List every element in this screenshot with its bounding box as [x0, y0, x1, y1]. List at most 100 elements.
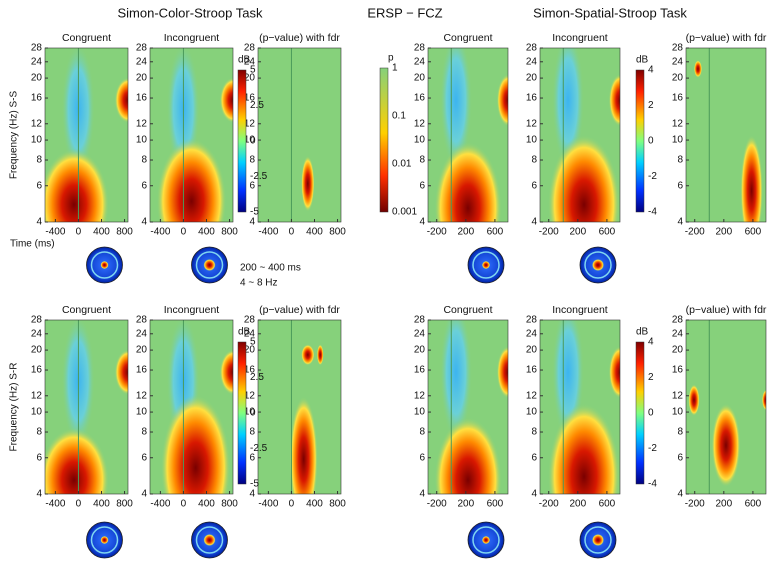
center-title: ERSP − FCZ [367, 5, 442, 20]
topomap-center [100, 536, 109, 544]
y-tick-label: 4 [531, 489, 537, 500]
x-tick-label: -400 [258, 499, 278, 510]
panel-title: Incongruent [552, 32, 608, 44]
y-tick-label: 10 [244, 407, 256, 418]
x-tick-label: 600 [487, 499, 504, 510]
heatmap-blob [160, 394, 231, 494]
x-tick-label: 200 [457, 227, 474, 238]
x-tick-label: 400 [93, 227, 110, 238]
colorbar-tick-label: -5 [250, 479, 259, 490]
panel-title: Incongruent [164, 304, 220, 316]
topomap-ring [90, 251, 119, 279]
colorbar-tick-label: 2.5 [250, 100, 264, 111]
topomap-ring [195, 251, 224, 279]
y-tick-label: 20 [526, 73, 538, 84]
colorbar-tick-label: -2.5 [250, 443, 268, 454]
y-tick-label: 4 [677, 217, 683, 228]
y-tick-label: 16 [31, 93, 43, 104]
y-tick-label: 10 [672, 407, 684, 418]
x-tick-label: -200 [427, 227, 447, 238]
y-tick-label: 20 [31, 345, 43, 356]
panel-frame [539, 319, 621, 495]
heatmap-blob [440, 320, 472, 442]
x-tick-label: -400 [45, 227, 65, 238]
y-tick-label: 12 [526, 118, 538, 129]
x-tick-label: 800 [329, 499, 346, 510]
x-tick-label: 400 [198, 499, 215, 510]
y-tick-label: 16 [244, 93, 256, 104]
y-tick-label: 12 [672, 390, 684, 401]
heatmap-blob [762, 389, 766, 411]
heatmap [686, 320, 766, 494]
y-tick-label: 28 [244, 43, 256, 54]
x-tick-label: 600 [487, 227, 504, 238]
p-colorbar-tick-label: 0.1 [392, 111, 406, 122]
p-colorbar-tick-label: 1 [392, 63, 398, 74]
x-tick-label: 0 [289, 499, 295, 510]
colorbar-tick-label: 0 [648, 408, 654, 419]
heatmap-blob [114, 77, 128, 123]
y-tick-label: 12 [31, 118, 43, 129]
panel-frame [257, 319, 342, 495]
colorbar [237, 341, 247, 485]
colorbar-tick-label: 2 [648, 100, 654, 111]
y-tick-label: 6 [531, 180, 537, 191]
heatmap [540, 320, 620, 494]
y-tick-label: 6 [249, 180, 255, 191]
y-tick-label: 28 [31, 43, 43, 54]
heatmap-blob [694, 60, 702, 78]
panel-frame [539, 47, 621, 223]
y-tick-label: 8 [677, 427, 683, 438]
colorbar-label: dB [238, 327, 251, 338]
topomap-center [592, 534, 604, 546]
y-tick-label: 24 [672, 328, 684, 339]
y-tick-label: 10 [31, 135, 43, 146]
heatmap-blob [496, 346, 508, 399]
colorbar-tick-label: -2.5 [250, 171, 268, 182]
y-tick-label: 6 [677, 180, 683, 191]
heatmap-blob [548, 403, 620, 494]
y-tick-label: 10 [672, 135, 684, 146]
heatmap [540, 48, 620, 222]
y-tick-label: 24 [672, 56, 684, 67]
y-tick-label: 20 [672, 345, 684, 356]
heatmap [258, 320, 341, 494]
x-tick-label: 400 [198, 227, 215, 238]
colorbar-tick-label: -2 [648, 171, 657, 182]
x-tick-label: 600 [599, 227, 616, 238]
left-title: Simon-Color-Stroop Task [118, 5, 263, 20]
panel-frame [685, 47, 767, 223]
x-tick-label: -200 [685, 227, 705, 238]
x-tick-label: -200 [685, 499, 705, 510]
y-tick-label: 16 [526, 93, 538, 104]
y-tick-label: 16 [526, 365, 538, 376]
y-tick-label: 16 [414, 365, 426, 376]
panel-title: Incongruent [552, 304, 608, 316]
heatmap-blob [45, 148, 109, 222]
y-tick-label: 24 [31, 328, 43, 339]
panel-title: (p−value) with fdr [259, 304, 340, 316]
colorbar-label: dB [636, 55, 649, 66]
x-tick-label: 0 [181, 227, 187, 238]
y-tick-label: 12 [136, 118, 148, 129]
y-tick-label: 4 [141, 217, 147, 228]
colorbar-tick-label: 0 [250, 136, 256, 147]
panel-frame [427, 319, 509, 495]
x-tick-label: 400 [306, 227, 323, 238]
heatmap-blob [316, 344, 324, 366]
y-tick-label: 20 [31, 73, 43, 84]
panel-title: (p−value) with fdr [686, 304, 767, 316]
heatmap-blob [440, 48, 472, 170]
y-tick-label: 20 [136, 345, 148, 356]
y-tick-label: 4 [419, 217, 425, 228]
panel-frame [257, 47, 342, 223]
heatmap-blob [608, 74, 620, 127]
p-colorbar [379, 67, 389, 213]
heatmap-blob [289, 396, 318, 494]
y-tick-label: 24 [136, 56, 148, 67]
topomap-ring [472, 526, 500, 554]
topomap-center [482, 261, 490, 269]
y-tick-label: 10 [526, 407, 538, 418]
x-tick-label: 0 [76, 499, 82, 510]
